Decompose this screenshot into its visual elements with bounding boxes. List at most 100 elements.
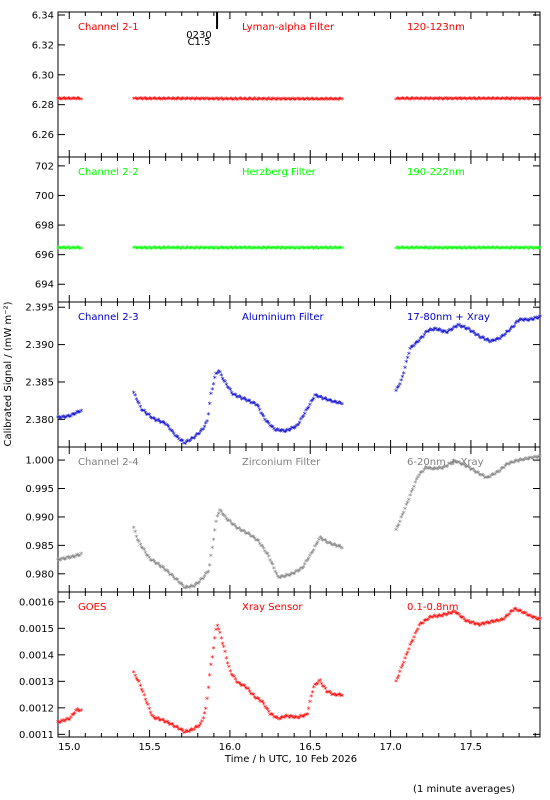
data-point: * <box>414 244 419 253</box>
data-point: * <box>512 323 517 332</box>
data-point: * <box>423 464 428 473</box>
data-point: * <box>491 619 496 628</box>
data-point: * <box>261 244 266 253</box>
data-point: * <box>152 715 157 724</box>
data-point: * <box>468 466 473 475</box>
data-point: * <box>175 724 180 733</box>
data-point: * <box>192 584 197 593</box>
data-point: * <box>469 96 474 105</box>
data-point: * <box>167 721 172 730</box>
data-point: * <box>194 431 199 440</box>
data-point: * <box>505 612 510 621</box>
data-point: * <box>187 438 192 447</box>
data-point: * <box>423 329 428 338</box>
data-point: * <box>473 96 478 105</box>
data-point: * <box>161 717 166 726</box>
data-point: * <box>306 556 311 565</box>
data-point: * <box>512 96 517 105</box>
data-point: * <box>179 437 184 446</box>
data-point: * <box>142 408 147 417</box>
data-point: * <box>412 245 417 254</box>
data-point: * <box>202 423 207 432</box>
data-point: * <box>56 414 61 423</box>
data-point: * <box>215 245 220 254</box>
data-point: * <box>410 343 415 352</box>
data-point: * <box>297 567 302 576</box>
data-point: * <box>278 715 283 724</box>
data-point: * <box>446 96 451 105</box>
data-point: * <box>326 540 331 549</box>
data-point: * <box>304 96 309 105</box>
data-point: * <box>182 245 187 254</box>
data-point: * <box>403 655 408 664</box>
data-point: * <box>410 245 415 254</box>
data-point: * <box>489 96 494 105</box>
data-point: * <box>314 244 319 253</box>
data-point: * <box>406 350 411 359</box>
data-point: * <box>250 245 255 254</box>
data-point: * <box>135 677 140 686</box>
data-point: * <box>158 419 163 428</box>
data-point: * <box>518 244 523 253</box>
data-point: * <box>167 571 172 580</box>
data-point: * <box>417 245 422 254</box>
data-point: * <box>410 637 415 646</box>
data-point: * <box>219 508 224 517</box>
data-point: * <box>269 423 274 432</box>
data-point: * <box>274 96 279 105</box>
data-point: * <box>337 399 342 408</box>
data-point: * <box>444 95 449 104</box>
data-point: * <box>473 469 478 478</box>
data-point: * <box>162 719 167 728</box>
data-point: * <box>63 96 68 105</box>
data-point: * <box>504 461 509 470</box>
data-point: * <box>169 96 174 105</box>
data-point: * <box>185 438 190 447</box>
data-point: * <box>232 245 237 254</box>
data-point: * <box>196 245 201 254</box>
data-point: * <box>428 244 433 253</box>
data-point: * <box>164 422 169 431</box>
data-point: * <box>268 245 273 254</box>
data-point: * <box>133 672 138 681</box>
data-point: * <box>57 95 62 104</box>
data-point: * <box>214 244 219 253</box>
data-point: * <box>336 96 341 105</box>
y-tick-label: 0.0016 <box>19 597 54 608</box>
data-point: * <box>61 244 66 253</box>
data-point: * <box>252 400 257 409</box>
data-point: * <box>534 244 539 253</box>
data-point: * <box>463 618 468 627</box>
data-point: * <box>191 95 196 104</box>
data-point: * <box>317 96 322 105</box>
data-point: * <box>220 96 225 105</box>
data-point: * <box>158 96 163 105</box>
data-point: * <box>450 609 455 618</box>
data-point: * <box>400 662 405 671</box>
data-point: * <box>151 557 156 566</box>
data-point: * <box>143 95 148 104</box>
data-point: * <box>318 244 323 253</box>
data-point: * <box>423 244 428 253</box>
data-point: * <box>333 692 338 701</box>
data-point: * <box>467 465 472 474</box>
data-point: * <box>296 715 301 724</box>
data-point: * <box>508 609 513 618</box>
data-point: * <box>455 322 460 331</box>
data-point: * <box>77 245 82 254</box>
data-point: * <box>523 244 528 253</box>
data-point: * <box>323 244 328 253</box>
data-point: * <box>299 565 304 574</box>
data-point: * <box>490 618 495 627</box>
data-point: * <box>437 326 442 335</box>
data-point: * <box>144 700 149 709</box>
data-point: * <box>426 245 431 254</box>
data-point: * <box>256 403 261 412</box>
data-point: * <box>293 423 298 432</box>
data-point: * <box>290 713 295 722</box>
data-point: * <box>288 713 293 722</box>
data-point: * <box>164 568 169 577</box>
data-point: * <box>521 96 526 105</box>
data-point: * <box>466 617 471 626</box>
data-point: * <box>62 245 67 254</box>
